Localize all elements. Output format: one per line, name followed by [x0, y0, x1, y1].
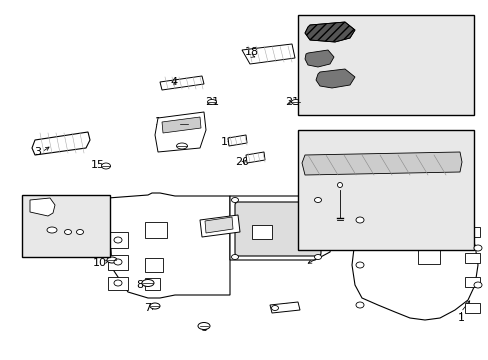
- Ellipse shape: [355, 262, 363, 268]
- Polygon shape: [200, 215, 240, 237]
- Text: 24: 24: [323, 65, 336, 75]
- Ellipse shape: [291, 99, 300, 104]
- Polygon shape: [464, 253, 479, 263]
- Text: 11: 11: [345, 183, 358, 193]
- Polygon shape: [351, 200, 477, 320]
- Text: 14: 14: [155, 117, 169, 127]
- Ellipse shape: [107, 257, 117, 263]
- Ellipse shape: [102, 163, 110, 169]
- Polygon shape: [227, 135, 246, 146]
- Bar: [297, 15, 473, 115]
- Polygon shape: [155, 112, 205, 152]
- Text: 12: 12: [330, 170, 345, 180]
- Ellipse shape: [198, 323, 209, 329]
- Polygon shape: [305, 22, 354, 42]
- Text: 16: 16: [181, 140, 195, 150]
- Text: 20: 20: [234, 157, 248, 167]
- Text: 13: 13: [201, 220, 215, 230]
- Ellipse shape: [64, 230, 71, 234]
- Polygon shape: [204, 217, 232, 233]
- Text: 19: 19: [221, 137, 235, 147]
- Ellipse shape: [114, 237, 122, 243]
- Polygon shape: [162, 117, 201, 133]
- Ellipse shape: [314, 198, 321, 202]
- Ellipse shape: [207, 99, 216, 104]
- Ellipse shape: [47, 227, 57, 233]
- Text: 6: 6: [200, 323, 207, 333]
- Polygon shape: [305, 50, 333, 67]
- Ellipse shape: [179, 122, 188, 126]
- Polygon shape: [242, 44, 294, 64]
- Polygon shape: [464, 227, 479, 237]
- Bar: [22, 195, 110, 257]
- Text: 21: 21: [285, 97, 299, 107]
- Bar: [379, 225, 404, 243]
- Text: 5: 5: [284, 303, 291, 313]
- Polygon shape: [269, 302, 299, 313]
- Ellipse shape: [355, 302, 363, 308]
- Text: 4: 4: [170, 77, 177, 87]
- Text: 3: 3: [35, 147, 41, 157]
- Bar: [145, 222, 167, 238]
- Text: 21: 21: [204, 97, 219, 107]
- Ellipse shape: [231, 255, 238, 260]
- Bar: [145, 258, 163, 272]
- Text: 7: 7: [144, 303, 151, 313]
- Polygon shape: [30, 198, 55, 216]
- Ellipse shape: [114, 280, 122, 286]
- Text: 12: 12: [327, 170, 342, 180]
- Polygon shape: [315, 69, 354, 88]
- Polygon shape: [108, 255, 128, 270]
- Polygon shape: [464, 303, 479, 313]
- Ellipse shape: [176, 143, 187, 149]
- Text: 22: 22: [360, 17, 374, 27]
- Ellipse shape: [76, 230, 83, 234]
- Ellipse shape: [473, 282, 481, 288]
- Polygon shape: [108, 277, 128, 290]
- Polygon shape: [160, 76, 203, 90]
- Text: 22: 22: [360, 17, 374, 27]
- Ellipse shape: [271, 306, 278, 310]
- Polygon shape: [464, 277, 479, 287]
- Text: 2: 2: [314, 247, 321, 257]
- Text: 1: 1: [457, 313, 464, 323]
- Ellipse shape: [337, 183, 342, 188]
- Bar: [417, 248, 439, 264]
- Polygon shape: [32, 132, 90, 155]
- Text: 23: 23: [412, 77, 426, 87]
- Text: 9: 9: [59, 245, 65, 255]
- Polygon shape: [108, 232, 128, 248]
- Ellipse shape: [142, 279, 154, 287]
- Bar: [297, 130, 473, 250]
- Text: 18: 18: [244, 47, 259, 57]
- Polygon shape: [108, 193, 229, 298]
- Polygon shape: [229, 196, 334, 260]
- FancyBboxPatch shape: [235, 202, 320, 256]
- Text: 8: 8: [136, 280, 143, 290]
- Ellipse shape: [150, 303, 160, 309]
- Text: 9: 9: [59, 243, 65, 253]
- Text: 10: 10: [93, 258, 107, 268]
- Text: 23: 23: [415, 75, 427, 85]
- Ellipse shape: [355, 217, 363, 223]
- Text: 15: 15: [91, 160, 105, 170]
- Ellipse shape: [231, 198, 238, 202]
- Text: 17: 17: [181, 117, 195, 127]
- Polygon shape: [245, 152, 264, 163]
- Ellipse shape: [314, 255, 321, 260]
- Ellipse shape: [114, 259, 122, 265]
- Bar: [251, 225, 271, 239]
- Ellipse shape: [473, 245, 481, 251]
- Text: 24: 24: [322, 67, 336, 77]
- Text: 11: 11: [345, 183, 358, 193]
- Bar: [145, 278, 160, 290]
- Polygon shape: [302, 152, 461, 175]
